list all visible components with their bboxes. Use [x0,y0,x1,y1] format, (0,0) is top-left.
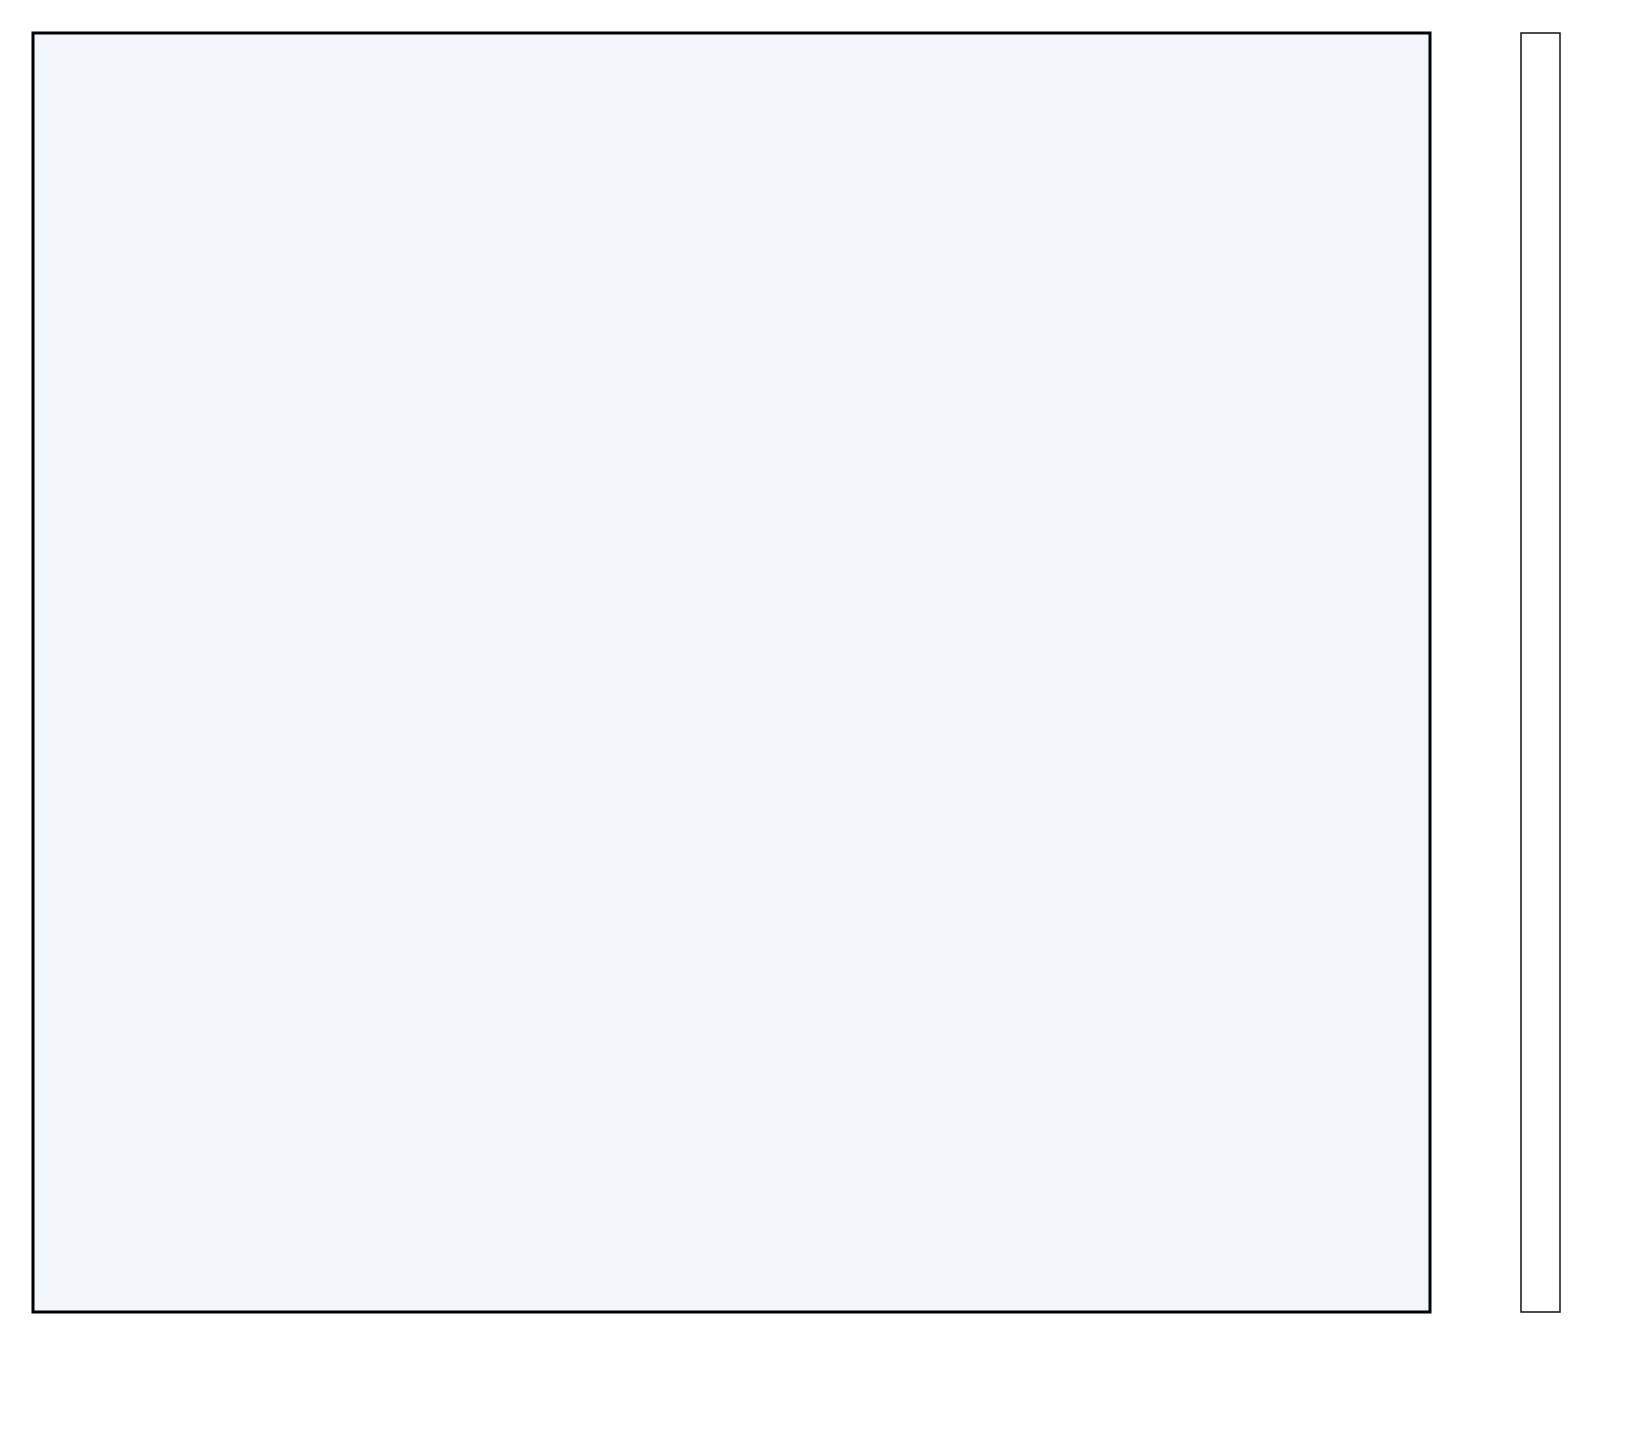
colorbar-gradient-bar [1520,32,1561,1313]
sea-background [33,33,1430,1312]
map-area [33,33,1430,1312]
map-border [31,31,1432,1314]
colorbar [1520,32,1561,1313]
